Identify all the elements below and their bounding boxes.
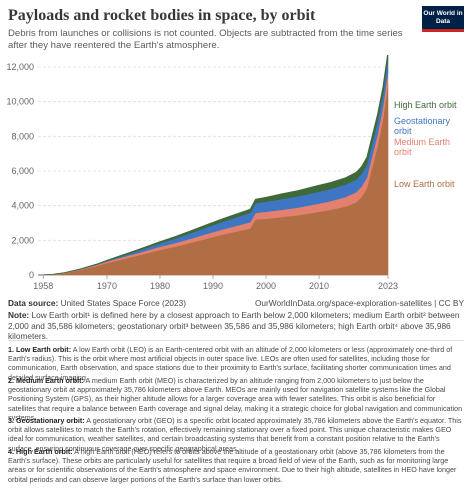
owid-logo-text: Our World in Data <box>423 10 463 25</box>
y-tick-label: 2,000 <box>11 235 34 245</box>
x-tick-label: 1990 <box>203 281 223 291</box>
area-low-earth-orbit[interactable] <box>37 84 389 276</box>
x-tick-label: 1980 <box>150 281 170 291</box>
footnote-4-label: 4. High Earth orbit: <box>8 447 73 456</box>
x-tick-label: 1958 <box>33 281 53 291</box>
y-tick-label: 6,000 <box>11 166 34 176</box>
footnote-1: 1. Low Earth orbit: A low Earth orbit (L… <box>8 345 464 382</box>
note-label: Note: <box>8 310 30 320</box>
footnote-1-label: 1. Low Earth orbit: <box>8 345 72 354</box>
area-series[interactable] <box>37 55 389 276</box>
source-url[interactable]: OurWorldInData.org/space-exploration-sat… <box>254 298 464 308</box>
chart-subtitle: Debris from launches or collisions is no… <box>8 28 403 51</box>
source-label: Data source: <box>8 298 59 308</box>
note: Note: Low Earth orbit¹ is defined here b… <box>8 310 464 342</box>
footnote-1-text: A low Earth orbit (LEO) is an Earth-cent… <box>8 345 453 382</box>
footnote-3: 3. Geostationary orbit: A geostationary … <box>8 416 464 453</box>
footnote-2-text: A medium Earth orbit (MEO) is characteri… <box>8 376 463 422</box>
y-tick-label: 0 <box>29 270 34 280</box>
x-axis-ticks: 1958 1970 1980 1990 2000 2010 2023 <box>33 275 398 291</box>
x-tick-label: 2010 <box>309 281 329 291</box>
footnote-4: 4. High Earth orbit: A high Earth orbit … <box>8 447 464 484</box>
x-tick-label: 1970 <box>97 281 117 291</box>
note-text: Low Earth orbit¹ is defined here by a cl… <box>8 310 460 341</box>
area-high-earth-orbit[interactable] <box>37 55 389 276</box>
source-text[interactable]: United States Space Force (2023) <box>60 298 187 308</box>
footnote-4-text: A high Earth orbit (HEO) refers to orbit… <box>8 447 457 484</box>
y-tick-label: 4,000 <box>11 201 34 211</box>
footnote-divider <box>8 340 464 341</box>
legend-geostationary-orbit[interactable]: Geostationary orbit <box>394 116 451 136</box>
inline-legend[interactable]: Low Earth orbit Medium Earth orbitGeostati… <box>394 100 457 189</box>
data-source: Data source: United States Space Force (… <box>8 298 186 309</box>
y-tick-label: 10,000 <box>6 97 34 107</box>
y-tick-label: 8,000 <box>11 131 34 141</box>
x-tick-label: 2023 <box>378 281 398 291</box>
legend-medium-earth-orbit[interactable]: Medium Earth orbit <box>394 137 450 157</box>
footnote-3-label: 3. Geostationary orbit: <box>8 416 85 425</box>
footnote-2: 2. Medium Earth orbit: A medium Earth or… <box>8 376 464 422</box>
x-tick-label: 2000 <box>256 281 276 291</box>
legend-high-earth-orbit[interactable]: High Earth orbit <box>394 100 457 110</box>
logo-accent-bar <box>422 29 464 32</box>
footnote-2-label: 2. Medium Earth orbit: <box>8 376 84 385</box>
y-axis-ticks: 0 2,000 4,000 6,000 8,000 10,000 12,000 <box>6 62 34 280</box>
footnote-3-text: A geostationary orbit (GEO) is a specifi… <box>8 416 462 453</box>
chart-title: Payloads and rocket bodies in space, by … <box>8 7 316 24</box>
legend-low-earth-orbit[interactable]: Low Earth orbit <box>394 179 455 189</box>
owid-logo[interactable]: Our World in Data <box>422 6 464 32</box>
source-row: Data source: United States Space Force (… <box>8 298 464 309</box>
y-tick-label: 12,000 <box>6 62 34 72</box>
